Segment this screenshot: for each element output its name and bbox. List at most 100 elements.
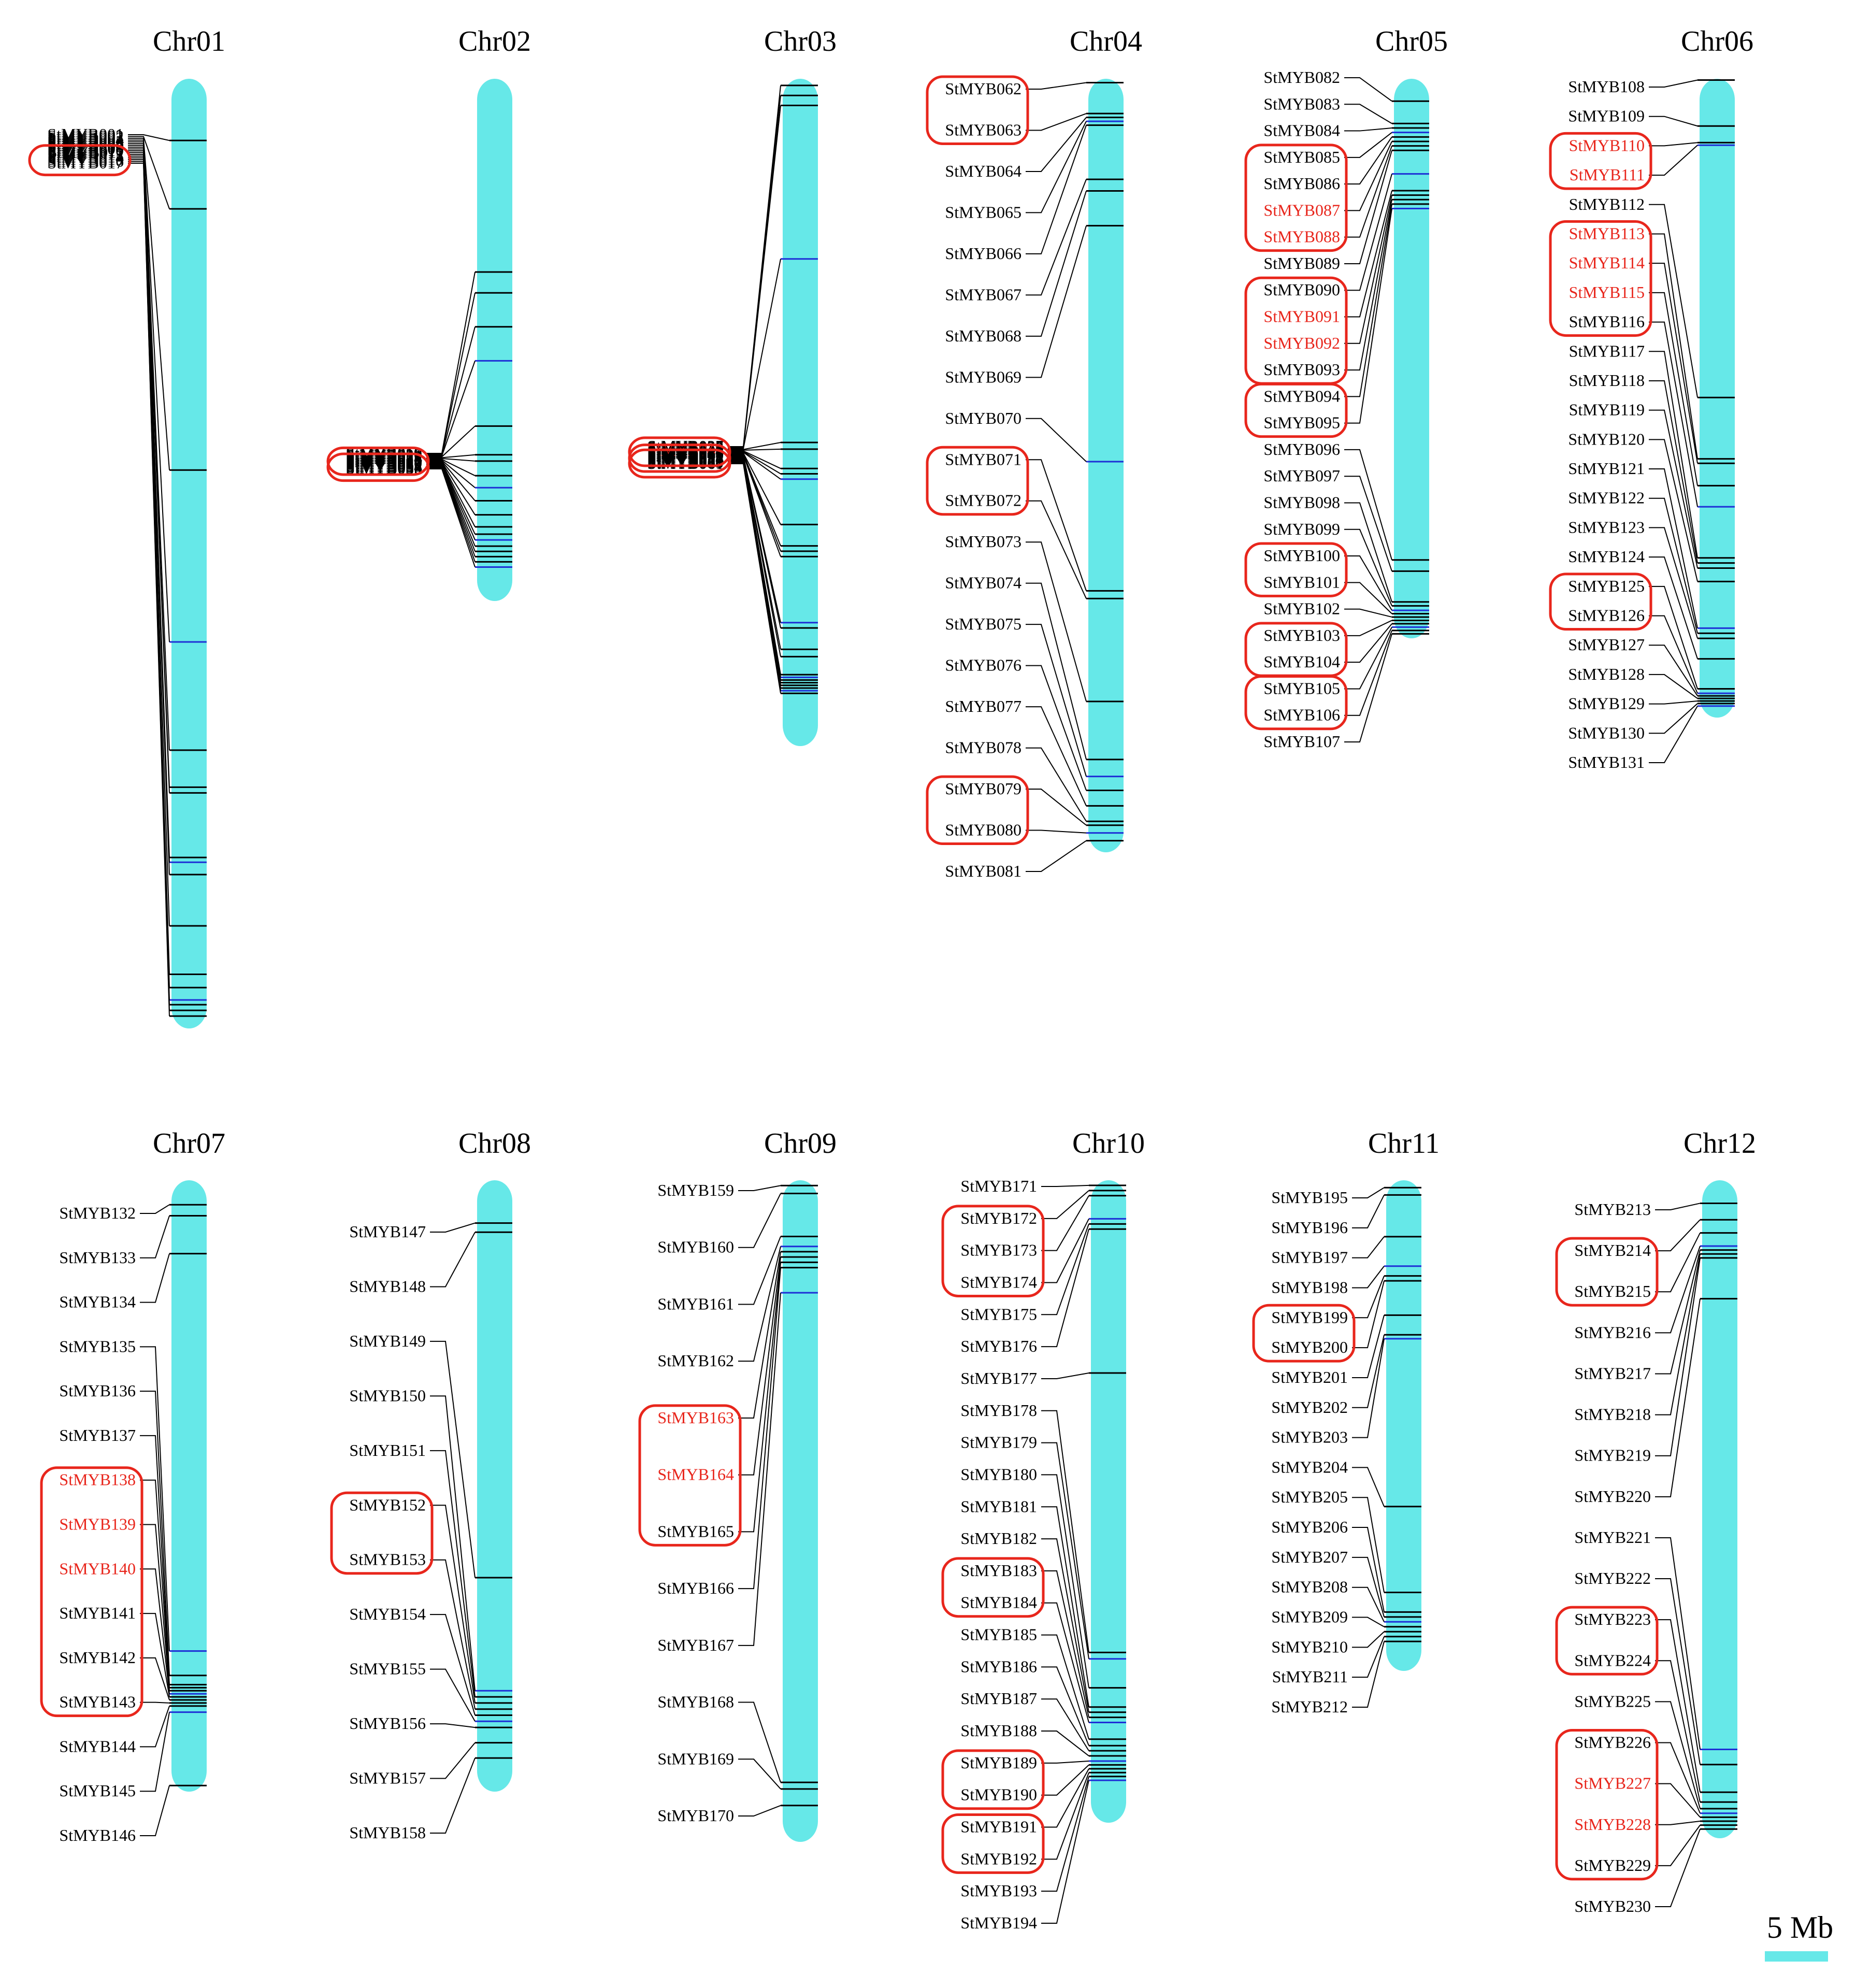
gene-leader-line	[1041, 1506, 1089, 1707]
gene-leader-line	[1655, 1254, 1701, 1415]
highlight-group-box	[326, 452, 430, 482]
gene-leader-line	[1041, 1666, 1089, 1746]
gene-leader-line	[1026, 125, 1087, 254]
gene-label: StMYB230	[1574, 1897, 1651, 1915]
gene-leader-line	[1344, 199, 1392, 371]
chromosome-chr09: Chr09 StMYB159 StMYB160 StMYB161 StMYB162 StM…	[638, 1127, 837, 1842]
gene-leader-line	[1344, 582, 1392, 614]
gene-leader-line	[1041, 1442, 1089, 1659]
gene-label: StMYB046	[647, 443, 724, 462]
gene-leader-line	[140, 1479, 170, 1688]
gene-label: StMYB207	[1271, 1548, 1348, 1566]
gene-label: StMYB038	[647, 437, 724, 456]
gene-label: StMYB199	[1271, 1308, 1348, 1326]
gene-label: StMYB030	[346, 454, 422, 473]
gene-leader-line	[1352, 1187, 1385, 1198]
gene-label: StMYB205	[1271, 1488, 1348, 1506]
gene-leader-line	[1026, 459, 1087, 591]
gene-leader-line	[1041, 1223, 1089, 1315]
gene-leader-line	[1026, 500, 1087, 599]
chromosome-chr03: Chr03StMYB037StMYB038StMYB039StMYB040StM…	[628, 25, 837, 746]
gene-label: StMYB217	[1574, 1364, 1651, 1382]
gene-label: StMYB209	[1271, 1608, 1348, 1626]
gene-label: StMYB182	[960, 1529, 1037, 1548]
gene-leader-line	[1649, 116, 1698, 127]
gene-leader-line	[1026, 82, 1087, 90]
gene-label: StMYB225	[1574, 1692, 1651, 1710]
chromosome-body	[1386, 1180, 1421, 1671]
gene-leader-line	[140, 1215, 170, 1258]
gene-label: StMYB066	[945, 244, 1021, 263]
gene-label: StMYB156	[349, 1714, 426, 1733]
gene-label: StMYB017	[47, 153, 124, 172]
gene-leader-line	[128, 139, 170, 642]
gene-label: StMYB080	[945, 821, 1021, 839]
gene-label: StMYB085	[1263, 148, 1340, 166]
gene-leader-line	[1649, 439, 1698, 582]
gene-leader-line	[1655, 1219, 1701, 1252]
gene-leader-line	[1655, 1298, 1701, 1497]
gene-label: StMYB208	[1271, 1578, 1348, 1596]
gene-label: StMYB058	[647, 452, 724, 470]
gene-leader-line	[1655, 1783, 1701, 1818]
gene-label: StMYB178	[960, 1401, 1037, 1420]
gene-label: StMYB068	[945, 326, 1021, 345]
gene-label: StMYB086	[1263, 174, 1340, 193]
gene-leader-line	[728, 259, 781, 450]
gene-label: StMYB150	[349, 1386, 426, 1405]
gene-leader-line	[1649, 409, 1698, 568]
gene-label: StMYB219	[1574, 1446, 1651, 1465]
gene-leader-line	[1041, 1764, 1089, 1796]
gene-label: StMYB093	[1263, 360, 1340, 379]
gene-leader-line	[140, 1657, 170, 1700]
gene-label: StMYB014	[47, 148, 124, 167]
chromosome-title: Chr11	[1368, 1127, 1440, 1160]
highlight-group-box	[1244, 542, 1348, 597]
gene-label: StMYB072	[945, 491, 1021, 510]
gene-leader-line	[1649, 380, 1698, 563]
gene-label: StMYB013	[47, 146, 124, 165]
gene-label: StMYB193	[960, 1881, 1037, 1900]
highlight-group-box	[1555, 1606, 1659, 1676]
gene-label: StMYB125	[1568, 577, 1645, 595]
gene-leader-line	[738, 1701, 781, 1783]
gene-leader-line	[140, 1613, 170, 1697]
gene-label: StMYB195	[1271, 1188, 1348, 1207]
gene-label: StMYB218	[1574, 1405, 1651, 1424]
gene-leader-line	[128, 136, 170, 209]
chromosome-title: Chr02	[458, 25, 531, 58]
gene-label: StMYB117	[1569, 341, 1645, 360]
gene-label: StMYB097	[1263, 466, 1340, 485]
gene-label: StMYB197	[1271, 1248, 1348, 1267]
gene-leader-line	[426, 468, 476, 567]
chromosome-body	[1091, 1180, 1126, 1823]
gene-leader-line	[140, 1706, 170, 1748]
gene-label: StMYB171	[960, 1177, 1037, 1195]
gene-leader-line	[738, 1251, 781, 1419]
gene-leader-line	[1352, 1315, 1385, 1378]
gene-leader-line	[728, 455, 781, 623]
gene-label: StMYB120	[1568, 430, 1645, 448]
highlight-group-box	[326, 446, 430, 476]
gene-leader-line	[426, 360, 476, 456]
gene-label: StMYB002	[47, 126, 124, 145]
gene-label: StMYB083	[1263, 94, 1340, 113]
chromosome-chr08: Chr08 StMYB147 StMYB148 StMYB149 StMYB150 StM…	[330, 1127, 531, 1842]
chromosome-chr07: Chr07 StMYB132 StMYB133 StMYB134 StMYB135 StM…	[40, 1127, 225, 1844]
gene-leader-line	[140, 1346, 170, 1651]
gene-leader-line	[1352, 1338, 1385, 1438]
gene-leader-line	[128, 141, 170, 750]
gene-leader-line	[1344, 626, 1392, 690]
gene-label: StMYB009	[47, 139, 124, 158]
gene-leader-line	[426, 466, 476, 552]
gene-leader-line	[1026, 829, 1087, 834]
gene-label: StMYB215	[1574, 1282, 1651, 1300]
gene-leader-line	[426, 458, 476, 462]
gene-leader-line	[728, 454, 781, 552]
gene-leader-line	[128, 145, 170, 793]
scale-bar-label: 5 Mb	[1767, 1910, 1833, 1944]
gene-label: StMYB159	[657, 1181, 734, 1199]
gene-leader-line	[1041, 1474, 1089, 1688]
gene-leader-line	[1026, 840, 1087, 872]
